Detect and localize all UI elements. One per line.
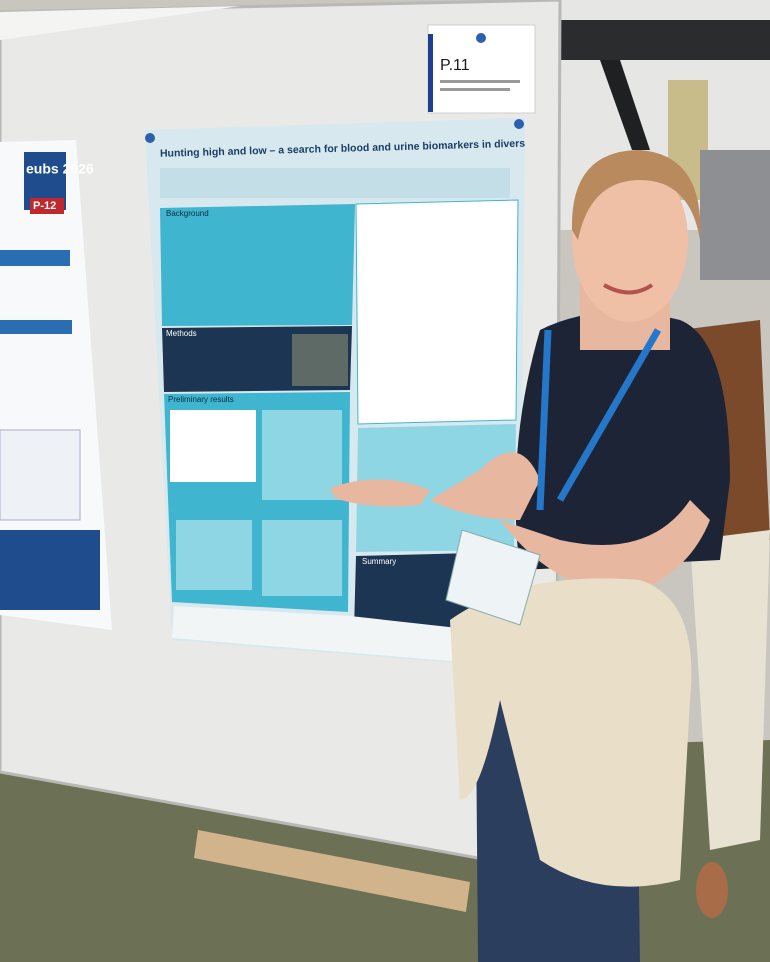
sign-stripe [428,34,433,112]
ceiling-beam [560,20,770,60]
section-heading: Background [166,209,209,218]
face [572,158,688,322]
left-poster-plot [0,429,81,521]
pin [145,133,155,143]
sign-text-lines [440,88,510,91]
arm [500,500,710,592]
left-poster-header [0,320,72,334]
poster-authors [160,168,510,198]
section-heading: Summary [362,557,396,566]
poster-photo [292,334,348,386]
poster-tube [194,830,470,912]
poster-panel [356,424,516,552]
lanyard [536,328,662,511]
left-poster-footer [0,530,100,610]
poster-plot [262,410,342,500]
poster-plot [170,410,256,482]
poster-plot [176,520,252,590]
smile [603,283,654,295]
hand [330,479,430,507]
background-crowd [700,150,770,280]
arm [430,452,540,520]
light-reflection [0,6,240,40]
ceiling-beam [600,60,650,150]
background-person [690,530,770,850]
left-poster-title: eubs 2026 [26,161,94,177]
left-poster-header [0,250,70,266]
shirt [515,312,730,570]
poster-panel [160,204,355,326]
poster-number: P.11 [440,57,470,74]
poster-diagram [355,199,519,425]
hair [571,150,701,240]
section-heading: Methods [166,329,197,338]
background-person [696,862,728,918]
left-poster-badge [30,198,64,214]
poster-logos [172,606,512,666]
left-poster-number: P-12 [33,200,56,212]
name-badge [445,529,541,626]
section-heading: Preliminary results [168,395,234,404]
poster-plot [262,520,342,596]
pin [514,119,524,129]
pin [476,33,486,43]
jacket [450,578,692,887]
sign-text-lines [440,80,520,83]
